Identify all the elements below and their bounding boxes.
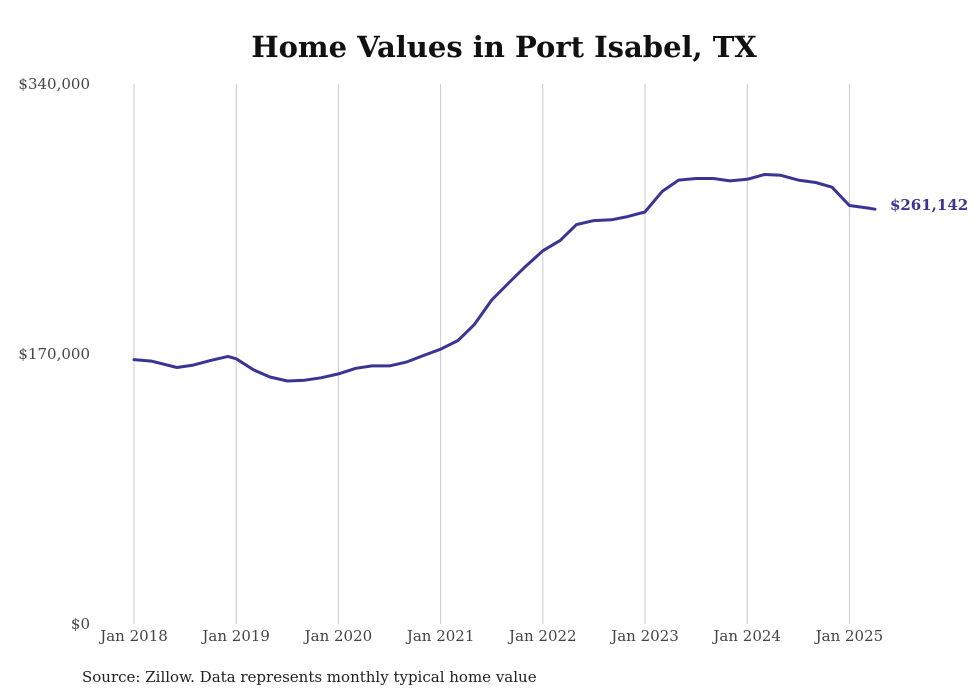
grid-lines <box>133 84 850 624</box>
x-tick-label: Jan 2022 <box>507 627 577 645</box>
x-tick-label: Jan 2025 <box>814 627 884 645</box>
x-tick-label: Jan 2024 <box>711 627 781 645</box>
y-tick-label: $340,000 <box>18 75 90 93</box>
source-note: Source: Zillow. Data represents monthly … <box>82 668 537 686</box>
x-tick-label: Jan 2018 <box>98 627 168 645</box>
x-tick-label: Jan 2023 <box>609 627 679 645</box>
y-tick-label: $0 <box>71 615 90 633</box>
x-axis: Jan 2018 Jan 2019 Jan 2020 Jan 2021 Jan 2022… <box>98 627 883 645</box>
x-tick-label: Jan 2021 <box>405 627 475 645</box>
y-axis: $0 $170,000 $340,000 <box>18 75 90 633</box>
x-tick-label: Jan 2019 <box>200 627 270 645</box>
latest-value-label: $261,142 <box>890 196 968 214</box>
x-tick-label: Jan 2020 <box>303 627 373 645</box>
home-value-line <box>132 173 877 383</box>
y-tick-label: $170,000 <box>18 345 90 363</box>
chart-title: Home Values in Port Isabel, TX <box>251 30 757 64</box>
